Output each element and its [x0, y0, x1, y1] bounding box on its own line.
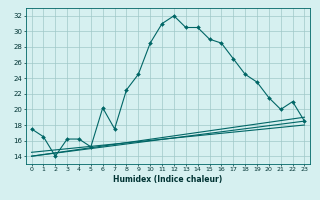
X-axis label: Humidex (Indice chaleur): Humidex (Indice chaleur) [113, 175, 223, 184]
